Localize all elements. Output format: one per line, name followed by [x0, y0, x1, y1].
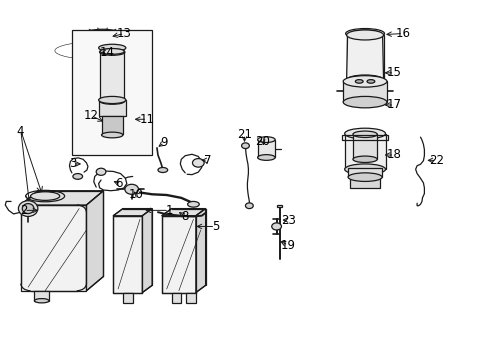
Ellipse shape — [346, 30, 383, 40]
Bar — [350, 176, 379, 188]
Polygon shape — [142, 208, 152, 293]
Text: 23: 23 — [280, 213, 295, 226]
Ellipse shape — [84, 29, 121, 39]
Ellipse shape — [343, 76, 386, 87]
Ellipse shape — [366, 80, 374, 83]
Polygon shape — [196, 208, 205, 293]
Bar — [352, 134, 376, 159]
Ellipse shape — [30, 192, 60, 201]
Bar — [346, 35, 383, 80]
Ellipse shape — [102, 132, 122, 138]
Bar — [72, 30, 152, 155]
Ellipse shape — [352, 131, 376, 138]
Bar — [186, 293, 196, 303]
Ellipse shape — [34, 298, 49, 303]
Polygon shape — [21, 205, 86, 291]
Bar — [99, 100, 125, 116]
Ellipse shape — [124, 184, 138, 194]
Text: 8: 8 — [181, 210, 188, 223]
Text: 6: 6 — [115, 177, 122, 190]
Text: 11: 11 — [140, 113, 154, 126]
Text: 21: 21 — [237, 128, 251, 141]
Ellipse shape — [22, 203, 34, 213]
Text: 18: 18 — [386, 148, 401, 162]
Polygon shape — [162, 216, 196, 293]
Text: 13: 13 — [117, 27, 132, 40]
Text: 5: 5 — [211, 220, 219, 233]
Text: 22: 22 — [428, 154, 443, 167]
Text: 3: 3 — [69, 157, 77, 170]
Ellipse shape — [99, 44, 125, 51]
Polygon shape — [113, 216, 142, 293]
Ellipse shape — [257, 137, 275, 143]
Ellipse shape — [355, 80, 363, 83]
Polygon shape — [346, 35, 383, 80]
Ellipse shape — [245, 203, 253, 208]
Text: 12: 12 — [83, 109, 99, 122]
Bar — [341, 135, 387, 140]
Polygon shape — [86, 191, 103, 291]
Text: 7: 7 — [204, 154, 211, 167]
Ellipse shape — [158, 167, 167, 172]
Bar — [171, 293, 181, 303]
Text: 20: 20 — [255, 135, 270, 148]
Bar — [122, 293, 132, 303]
Ellipse shape — [192, 158, 203, 167]
Ellipse shape — [187, 202, 199, 207]
Bar — [347, 168, 381, 177]
Bar — [34, 291, 49, 301]
Text: 17: 17 — [386, 99, 401, 112]
Text: 14: 14 — [100, 46, 115, 59]
Bar — [343, 81, 386, 102]
Text: 9: 9 — [160, 136, 168, 149]
Text: 4: 4 — [16, 125, 23, 138]
Ellipse shape — [271, 223, 281, 230]
Polygon shape — [113, 208, 152, 216]
Ellipse shape — [19, 201, 38, 216]
Ellipse shape — [100, 99, 124, 104]
Ellipse shape — [79, 46, 118, 56]
Ellipse shape — [100, 49, 124, 54]
Ellipse shape — [347, 173, 381, 181]
Ellipse shape — [344, 128, 385, 139]
Ellipse shape — [344, 164, 385, 175]
Ellipse shape — [352, 156, 376, 162]
Text: 1: 1 — [165, 204, 173, 217]
Polygon shape — [21, 191, 103, 205]
Text: 15: 15 — [386, 66, 401, 79]
Ellipse shape — [99, 96, 125, 104]
Ellipse shape — [257, 155, 275, 160]
Text: 16: 16 — [395, 27, 409, 40]
Bar — [277, 204, 282, 207]
Text: 19: 19 — [280, 239, 295, 252]
Ellipse shape — [81, 47, 116, 54]
Ellipse shape — [73, 174, 82, 179]
Ellipse shape — [96, 168, 106, 175]
Polygon shape — [162, 208, 205, 216]
Text: 10: 10 — [129, 188, 143, 201]
Text: 2: 2 — [20, 204, 28, 217]
Bar — [100, 51, 124, 102]
Bar — [257, 140, 275, 157]
Ellipse shape — [241, 143, 249, 149]
Ellipse shape — [346, 75, 383, 85]
Ellipse shape — [343, 96, 386, 108]
Bar — [102, 116, 122, 134]
Ellipse shape — [100, 49, 124, 55]
Bar — [344, 134, 385, 169]
